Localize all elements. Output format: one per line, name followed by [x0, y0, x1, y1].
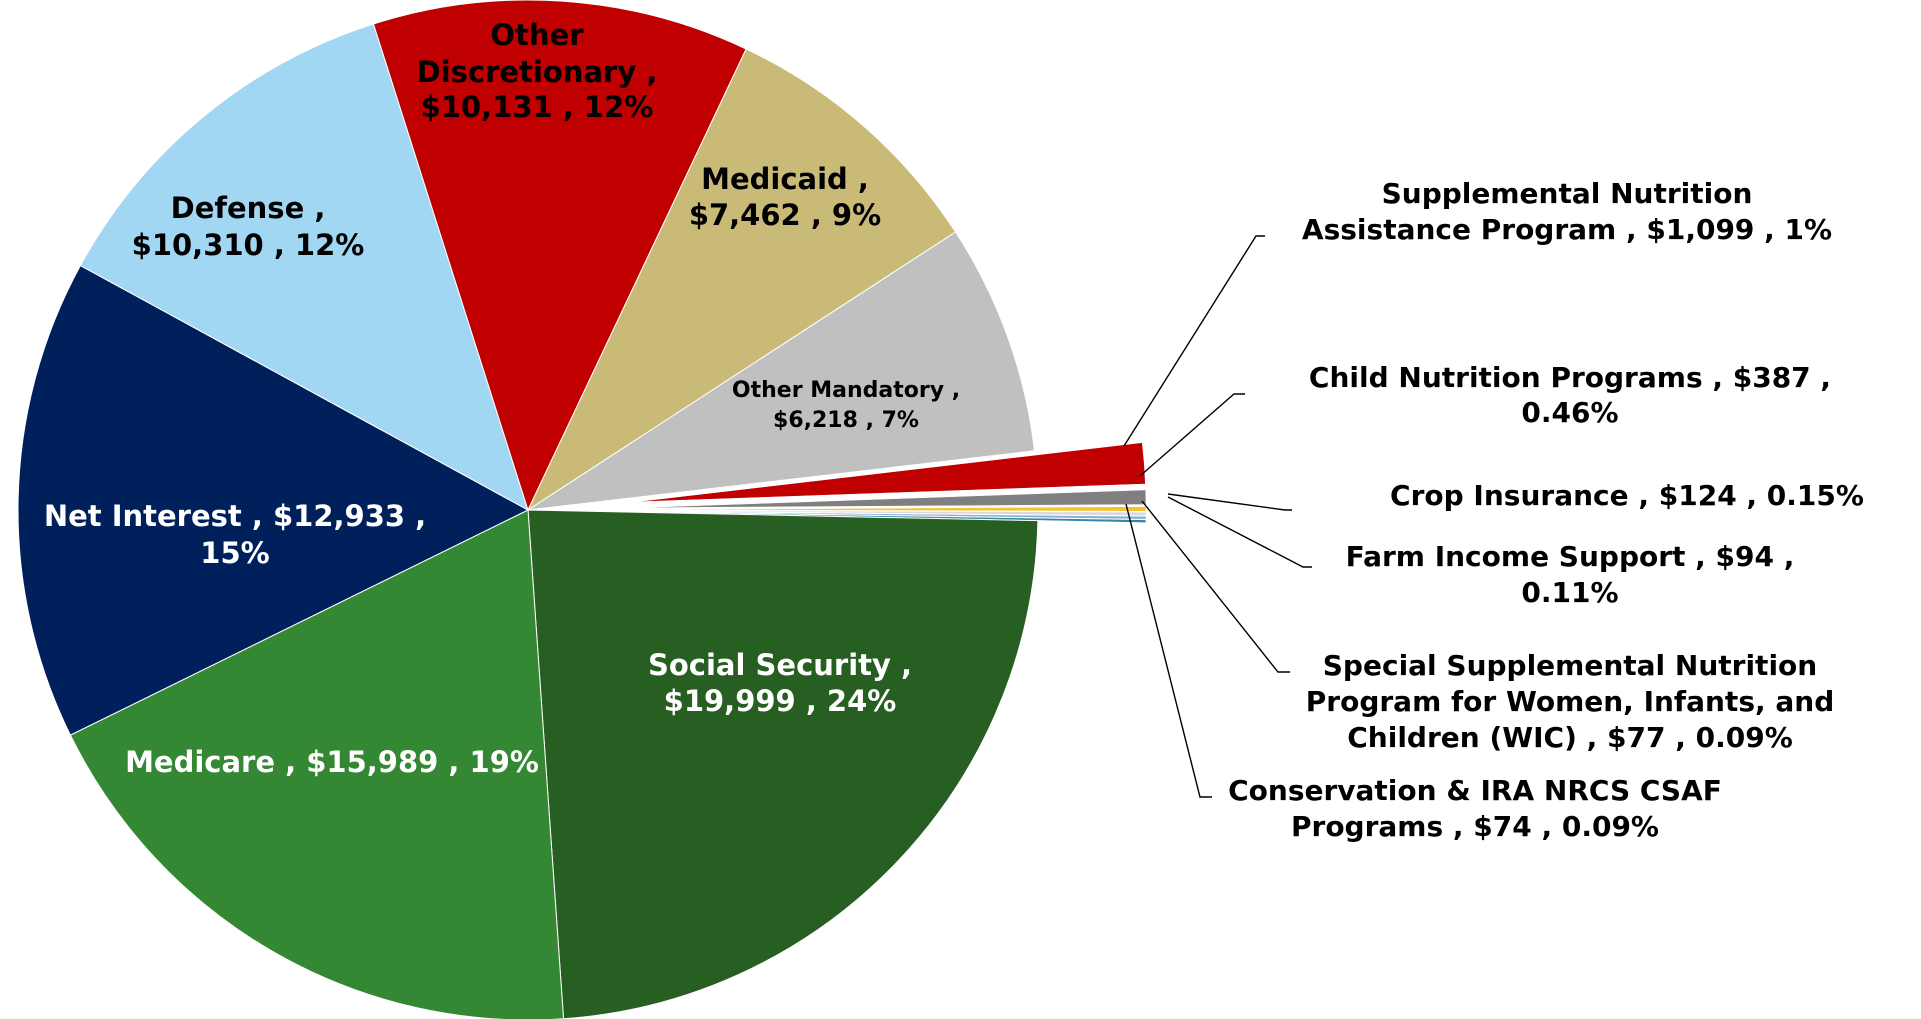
- data-label-line: Crop Insurance , $124 , 0.15%: [1390, 479, 1864, 512]
- leader-line: [1139, 393, 1245, 477]
- pie-slice-other-mandatory: [527, 231, 1036, 511]
- pie-slice-social-security: [527, 509, 1039, 1019]
- data-label: Child Nutrition Programs , $387 , 0.46%: [1309, 361, 1831, 429]
- data-label: Supplemental Nutrition Assistance Program…: [1302, 177, 1832, 246]
- leader-line: [1125, 503, 1212, 798]
- pie-slice-net-interest: [17, 264, 530, 736]
- data-label-line: $10,310 , 12%: [132, 228, 365, 262]
- data-label-line: Social Security ,: [648, 648, 912, 682]
- data-label-line: Child Nutrition Programs , $387 ,: [1309, 361, 1831, 394]
- data-label-line: Supplemental Nutrition: [1382, 177, 1753, 210]
- data-label-line: $6,218 , 7%: [773, 408, 919, 433]
- data-label-line: Assistance Program , $1,099 , 1%: [1302, 213, 1832, 246]
- data-label: Special Supplemental Nutrition Program fo…: [1306, 649, 1835, 754]
- data-label: Medicaid , $7,462 , 9%: [689, 162, 881, 232]
- data-label-line: 0.11%: [1521, 576, 1618, 609]
- data-label-line: 0.46%: [1521, 396, 1618, 429]
- pie-slice-farm-income-support: [635, 510, 1147, 516]
- leader-line: [1167, 493, 1292, 511]
- data-label: Other Discretionary , $10,131 , 12%: [417, 18, 658, 124]
- data-label: Net Interest , $12,933 , 15%: [44, 499, 426, 570]
- data-label: Social Security , $19,999 , 24%: [648, 648, 912, 718]
- data-label-line: 15%: [200, 536, 269, 570]
- data-label: Defense , $10,310 , 12%: [132, 191, 365, 262]
- data-label-line: Other Mandatory ,: [732, 378, 960, 403]
- pie-slices: [17, 0, 1147, 1019]
- leader-line: [1141, 500, 1290, 673]
- data-label: Crop Insurance , $124 , 0.15%: [1390, 479, 1864, 512]
- data-label: Other Mandatory , $6,218 , 7%: [732, 378, 960, 433]
- leader-lines: [1123, 235, 1312, 798]
- data-label-line: Children (WIC) , $77 , 0.09%: [1347, 721, 1793, 754]
- data-label: Farm Income Support , $94 , 0.11%: [1346, 540, 1795, 609]
- data-label-line: Defense ,: [171, 191, 326, 225]
- data-label-line: $7,462 , 9%: [689, 198, 881, 232]
- pie-slice-other-discretionary: [372, 0, 747, 512]
- leader-line: [1123, 235, 1265, 447]
- leader-line: [1167, 496, 1312, 568]
- data-label: Conservation & IRA NRCS CSAF Programs , $…: [1228, 774, 1722, 843]
- data-label-line: Farm Income Support , $94 ,: [1346, 540, 1795, 573]
- data-label-line: Medicare , $15,989 , 19%: [125, 745, 539, 779]
- pie-slice-conservation-ira-nrcs-csaf-programs: [635, 511, 1147, 523]
- pie-slice-medicaid: [526, 48, 957, 512]
- data-label-line: Conservation & IRA NRCS CSAF: [1228, 774, 1722, 807]
- data-label-line: Programs , $74 , 0.09%: [1291, 810, 1659, 843]
- pie-slice-special-supplemental-nutrition-program-for-women-infants-and-children-wic: [635, 511, 1147, 520]
- data-label: Medicare , $15,989 , 19%: [125, 745, 539, 779]
- pie-slice-child-nutrition-programs: [635, 489, 1147, 509]
- data-label-line: Special Supplemental Nutrition: [1323, 649, 1817, 682]
- data-label-line: Net Interest , $12,933 ,: [44, 499, 426, 533]
- data-label-line: Discretionary ,: [417, 55, 658, 89]
- pie-slice-defense: [79, 23, 529, 512]
- data-label-line: Medicaid ,: [701, 162, 869, 196]
- pie-slice-medicare: [69, 509, 565, 1019]
- data-label-line: $19,999 , 24%: [664, 684, 897, 718]
- data-label-line: Program for Women, Infants, and: [1306, 685, 1835, 718]
- data-labels: Social Security , $19,999 , 24% Medicare ,…: [44, 18, 1864, 843]
- data-label-line: $10,131 , 12%: [421, 90, 654, 124]
- data-label-line: Other: [490, 18, 584, 52]
- pie-slice-supplemental-nutrition-assistance-program: [635, 442, 1146, 503]
